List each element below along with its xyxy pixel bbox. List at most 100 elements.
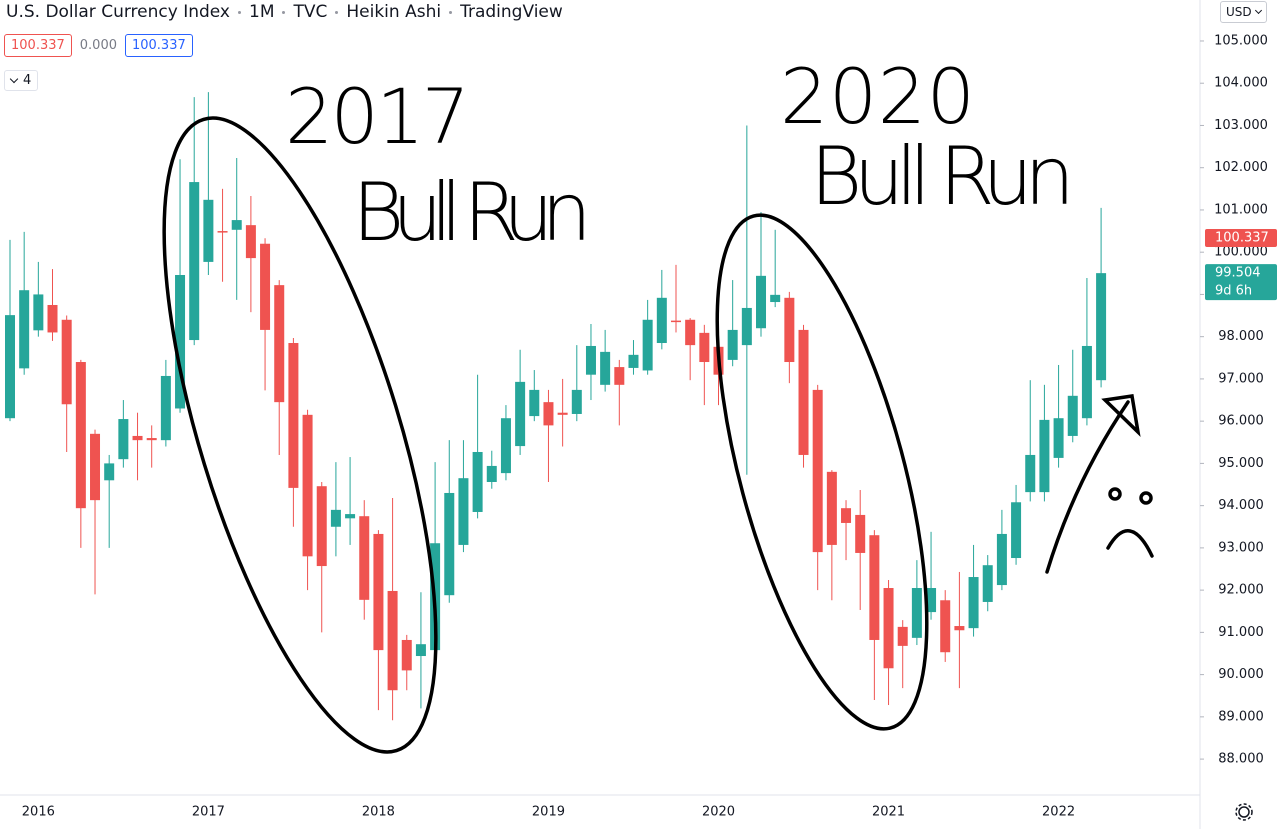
candle-body xyxy=(1025,454,1036,493)
candle-body xyxy=(869,535,880,640)
candle-body xyxy=(387,590,398,691)
candle-body xyxy=(685,319,696,346)
candle-body xyxy=(345,514,356,519)
x-tick-label: 2020 xyxy=(702,805,735,820)
candle-body xyxy=(245,225,256,259)
exchange: TVC xyxy=(293,2,328,22)
candle-body xyxy=(1053,418,1064,458)
candle-body xyxy=(217,231,228,233)
y-tick-label: 91.000 xyxy=(1218,625,1264,640)
x-tick-label: 2017 xyxy=(192,805,225,820)
x-tick-label: 2022 xyxy=(1042,805,1075,820)
candle-body xyxy=(47,304,58,333)
separator xyxy=(238,10,241,14)
candle-body xyxy=(330,509,341,527)
interval[interactable]: 1M xyxy=(249,2,275,22)
candle-body xyxy=(642,319,653,371)
candle-body xyxy=(883,588,894,669)
candle-body xyxy=(5,315,15,419)
candle-body xyxy=(585,345,596,375)
settings-icon[interactable] xyxy=(1235,803,1253,821)
indicators-toggle[interactable]: 4 xyxy=(4,70,39,91)
candle-body xyxy=(628,354,639,368)
candle-body xyxy=(699,332,710,363)
currency: USD xyxy=(1226,5,1252,19)
candle-body xyxy=(75,362,86,509)
candle-body xyxy=(614,367,625,385)
candle-body xyxy=(189,182,200,341)
annotation: Bull Run xyxy=(810,130,1075,223)
plot-area xyxy=(5,92,1107,721)
candle-body xyxy=(911,588,922,638)
y-tick-label: 93.000 xyxy=(1218,540,1264,555)
price-label-box xyxy=(1205,264,1277,301)
currency-button[interactable]: USD xyxy=(1220,1,1267,23)
candle-body xyxy=(373,533,384,651)
candle-body xyxy=(260,243,271,330)
candle-body xyxy=(968,577,979,629)
y-tick-label: 96.000 xyxy=(1218,414,1264,429)
y-tick-label: 102.000 xyxy=(1214,160,1268,175)
header: U.S. Dollar Currency Index 1M TVC Heikin… xyxy=(6,2,563,22)
candle-body xyxy=(996,533,1007,586)
price-label: 100.337 xyxy=(1215,230,1269,245)
annotation: 2017 xyxy=(285,72,470,161)
x-tick-label: 2021 xyxy=(872,805,905,820)
bid[interactable]: 100.337 xyxy=(4,34,72,57)
candle-body xyxy=(798,329,809,455)
candle-body xyxy=(926,588,937,613)
circle-2017 xyxy=(162,116,438,754)
candle-body xyxy=(940,600,951,653)
candle-body xyxy=(1011,502,1022,559)
arrow-shaft xyxy=(1045,400,1130,574)
candle-body xyxy=(557,412,568,415)
candle-body xyxy=(401,639,412,671)
source: TradingView xyxy=(460,2,563,22)
candle-body xyxy=(656,297,667,344)
circle-2020 xyxy=(715,213,929,731)
candle-body xyxy=(500,418,511,474)
candle-body xyxy=(841,508,852,523)
y-tick-label: 104.000 xyxy=(1214,76,1268,91)
candle-body xyxy=(515,381,526,447)
candle-body xyxy=(855,514,866,553)
y-tick-label: 98.000 xyxy=(1218,329,1264,344)
y-tick-label: 100.000 xyxy=(1214,245,1268,260)
candle-body xyxy=(770,294,781,303)
candle-body xyxy=(118,419,129,460)
candle-body xyxy=(756,275,767,329)
candle-body xyxy=(175,274,186,409)
x-tick-label: 2018 xyxy=(362,805,395,820)
y-tick-label: 103.000 xyxy=(1214,118,1268,133)
candle-body xyxy=(302,414,313,557)
candle-body xyxy=(1096,273,1107,381)
candle-body xyxy=(529,389,540,417)
candle-body xyxy=(954,626,965,631)
candle-body xyxy=(146,438,157,441)
candle-body xyxy=(61,319,72,405)
ask[interactable]: 100.337 xyxy=(124,34,193,57)
spread: 0.000 xyxy=(79,38,117,53)
candle-body xyxy=(203,199,214,262)
separator xyxy=(449,10,453,14)
x-tick-label: 2016 xyxy=(22,805,55,820)
candle-body xyxy=(826,471,837,545)
y-tick-label: 97.000 xyxy=(1218,371,1264,386)
y-tick-label: 101.000 xyxy=(1214,202,1268,217)
symbol[interactable]: U.S. Dollar Currency Index xyxy=(6,2,230,22)
candle-body xyxy=(670,320,681,323)
candle-body xyxy=(415,644,426,657)
annotation: 2020 xyxy=(780,52,975,141)
annotation-texts: 2017 Bull Run 2020 Bull Run xyxy=(285,52,1075,259)
y-tick-label: 95.000 xyxy=(1218,456,1264,471)
candle-body xyxy=(1039,419,1050,493)
candle-body xyxy=(19,290,30,369)
drawings xyxy=(162,116,1154,754)
y-tick-label: 88.000 xyxy=(1218,752,1264,767)
candle-body xyxy=(600,351,611,385)
candle-body xyxy=(359,516,370,600)
candle-body xyxy=(897,626,908,646)
candle-body xyxy=(231,220,242,230)
